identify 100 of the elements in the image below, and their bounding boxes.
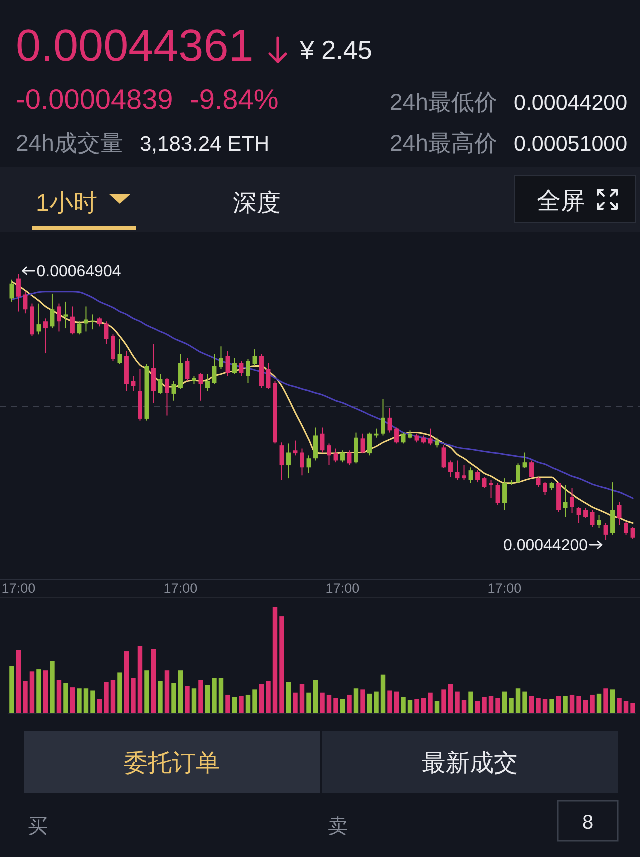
text: 全屏 [537,188,585,215]
candlestick [104,321,109,345]
bar [542,699,548,713]
candlestick [530,460,534,480]
candlestick [496,482,500,506]
bar [232,697,238,713]
bar [563,696,568,713]
candlestick [610,482,615,536]
bar [77,688,82,713]
bar [90,690,96,713]
candlestick [165,378,170,416]
bar [421,698,426,713]
candlestick [489,480,494,500]
bar [509,698,514,713]
bar [70,688,76,713]
bar [448,684,454,713]
bar [313,680,318,713]
text: 24h最高价 [390,130,498,156]
text: 卖 [328,816,348,838]
candlestick [435,437,440,448]
bar [205,685,210,713]
candlestick [563,484,568,518]
text: ¥ 2.45 [299,35,372,65]
candlestick [23,291,28,314]
bar [124,652,130,713]
candlestick [16,274,21,312]
candlestick [630,526,636,540]
bar [388,690,392,713]
text: -9.84% [190,84,279,115]
bar [488,696,494,713]
bar [522,692,528,713]
candlestick [266,362,271,390]
bar [536,698,541,713]
candlestick [286,443,291,480]
bar [30,672,35,713]
bar [320,692,325,713]
candlestick [172,380,176,402]
text: 最新成交 [422,750,518,777]
candlestick [468,467,474,484]
bar [300,684,305,713]
candlestick [543,482,548,496]
bar [428,692,433,713]
text: 17:00 [326,581,360,596]
bar [496,698,500,713]
text: 17:00 [488,581,522,596]
bar [36,670,42,713]
candlestick [300,448,304,476]
bar [570,694,575,713]
bar [218,678,224,713]
candlestick [246,358,250,384]
bar [144,670,150,713]
bar [23,681,28,713]
bar [380,674,386,713]
candlestick [462,465,466,481]
bar [151,649,156,713]
bar [84,688,89,713]
text: -0.00004839 [16,84,174,115]
text: 委托订单 [124,750,220,777]
bar [293,692,298,713]
text: 17:00 [164,581,198,596]
text: 0.00051000 [514,132,628,156]
candlestick [64,301,68,330]
bar [360,690,366,713]
bar [414,699,420,713]
candlestick [624,522,628,536]
text: 17:00 [2,581,36,596]
bar [610,690,616,713]
bar [596,694,602,713]
candlestick [10,279,14,302]
candlestick [57,303,62,332]
bar [56,680,62,713]
bar [259,684,264,713]
candlestick [442,445,446,469]
candlestick [70,306,75,336]
bar [401,697,406,713]
candlestick [448,460,453,478]
bar [118,672,122,713]
candlestick [280,442,284,481]
candlestick [131,376,136,392]
bar [43,670,48,713]
candlestick [44,318,48,354]
candlestick [232,358,237,375]
bar [164,670,170,713]
bar [10,666,14,713]
candlestick [584,508,588,519]
candlestick [604,522,608,540]
bar [617,698,622,713]
candlestick [219,346,224,370]
bar [475,701,480,713]
text: 买 [28,816,48,838]
candlestick [206,374,210,392]
bar [138,646,143,713]
text: 24h最低价 [390,89,498,115]
candlestick [36,303,42,336]
bar [583,700,588,713]
bar [624,701,629,713]
candlestick [293,440,298,456]
candlestick [252,349,258,367]
bar [185,686,190,713]
candlestick [536,476,541,488]
